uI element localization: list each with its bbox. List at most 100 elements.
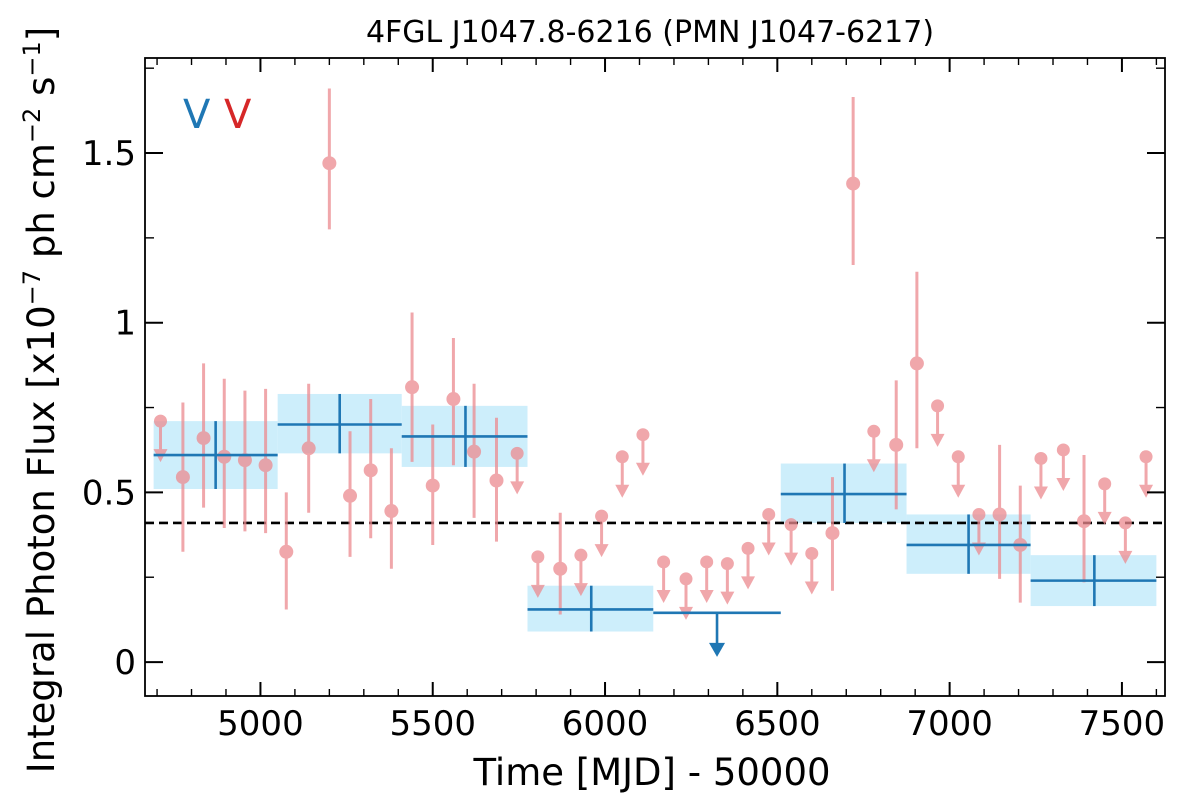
long-bin-2 [401,405,528,467]
short-bin-ul-marker-18 [531,550,545,564]
short-bin-ul-marker-34 [867,424,881,438]
short-bin-27 [720,557,735,605]
short-bin-35 [889,380,904,510]
short-bin-ul-arrow-18 [530,584,545,598]
short-bin-42 [1033,451,1048,500]
short-bin-7 [301,383,316,513]
short-bin-36 [909,271,924,449]
short-bin-ul-arrow-17 [510,481,525,495]
short-bin-marker-11 [384,504,399,519]
y-tick-label-0: 0 [114,643,136,683]
short-bin-marker-15 [467,444,482,459]
short-bin-40 [992,444,1007,579]
short-bin-ul-arrow-21 [594,544,609,558]
short-bin-38 [951,450,966,498]
short-bin-marker-32 [825,526,840,541]
short-bin-ul-arrow-20 [573,583,588,597]
short-bin-1 [175,402,190,552]
short-bin-ul-arrow-24 [656,589,671,603]
short-bin-marker-5 [258,458,273,473]
long-bin-4 [653,611,781,657]
short-bin-34 [866,424,881,473]
short-bin-11 [384,448,399,569]
short-bin-ul-arrow-30 [784,552,799,566]
short-bin-ul-marker-21 [595,509,609,523]
short-bin-marker-16 [489,473,504,488]
y-axis-label: Integral Photon Flux [x10−7 ph cm−2 s−1] [18,27,63,773]
short-bin-6 [279,492,294,610]
short-bin-ul-arrow-22 [615,484,630,498]
short-bin-ul-marker-20 [574,548,588,562]
short-bin-ul-marker-39 [972,507,986,521]
short-bin-ul-arrow-27 [720,591,735,605]
legend-label-short-bins: V [224,92,252,138]
short-bin-ul-arrow-38 [951,484,966,498]
short-bin-ul-marker-45 [1098,477,1112,491]
long-bin-7 [1030,555,1157,607]
short-bin-marker-36 [909,356,924,371]
x-axis-label: Time [MJD] - 50000 [472,751,830,794]
short-bin-ul-marker-23 [636,428,650,442]
short-bin-8 [322,88,337,230]
short-bin-33 [846,97,861,266]
short-bin-14 [446,337,461,466]
short-bin-ul-arrow-29 [761,542,776,556]
short-bin-4 [237,390,252,532]
x-tick-label-3: 6500 [734,704,821,744]
short-bin-ul-marker-30 [784,518,798,532]
short-bin-marker-1 [175,470,190,485]
short-bin-marker-8 [322,156,337,171]
short-bin-ul-arrow-45 [1097,511,1112,525]
short-bin-ul-marker-25 [679,572,693,586]
short-bin-43 [1056,443,1071,491]
long-bin-6 [906,514,1031,574]
legend-label-long-bins: V [183,92,211,138]
short-bin-ul-marker-22 [615,450,629,464]
short-bin-15 [467,383,482,518]
short-bin-marker-44 [1077,514,1092,529]
short-bin-5 [258,388,273,534]
short-bin-19 [553,512,568,615]
x-tick-label-5: 7500 [1079,704,1166,744]
short-bin-46 [1118,516,1133,564]
short-bin-32 [825,477,840,591]
short-bin-47 [1139,450,1154,498]
short-bin-21 [594,509,609,558]
short-bin-23 [635,428,650,476]
short-bin-marker-10 [363,463,378,478]
short-bin-37 [930,399,945,447]
short-bin-ul-marker-26 [700,555,714,569]
short-bin-marker-19 [553,561,568,576]
short-bin-24 [656,555,671,603]
short-bin-10 [363,399,378,539]
short-bin-ul-arrow-34 [866,459,881,473]
short-bin-44 [1077,455,1092,583]
axis-ticks: 5000 5500 6000 6500 7000 7500 0 0.5 1 1.5 [82,58,1165,744]
short-bin-marker-2 [196,431,211,446]
short-bin-18 [530,550,545,598]
short-bin-22 [615,450,630,498]
short-bin-marker-7 [301,441,316,456]
long-bin-0 [153,421,278,489]
short-bin-ul-marker-17 [510,446,524,460]
short-bin-ul-marker-24 [657,555,671,569]
short-bin-marker-4 [237,453,252,468]
short-bin-30 [784,518,799,566]
short-bin-marker-13 [425,478,440,493]
short-bin-marker-6 [279,544,294,559]
short-bin-31 [804,546,819,595]
short-bin-26 [699,555,714,603]
short-bin-marker-35 [889,437,904,452]
short-bin-ul-arrow-28 [741,576,756,590]
short-bin-16 [489,417,504,542]
long-bin-1 [277,393,402,454]
short-bin-marker-14 [446,392,461,407]
short-bin-ul-marker-29 [762,507,776,521]
short-bin-ul-arrow-46 [1118,550,1133,564]
short-bin-ul-marker-47 [1139,450,1153,464]
x-tick-label-2: 6000 [562,704,649,744]
short-bin-ul-arrow-37 [930,433,945,447]
y-tick-label-3: 1.5 [82,134,136,174]
plot-frame [144,57,1166,697]
